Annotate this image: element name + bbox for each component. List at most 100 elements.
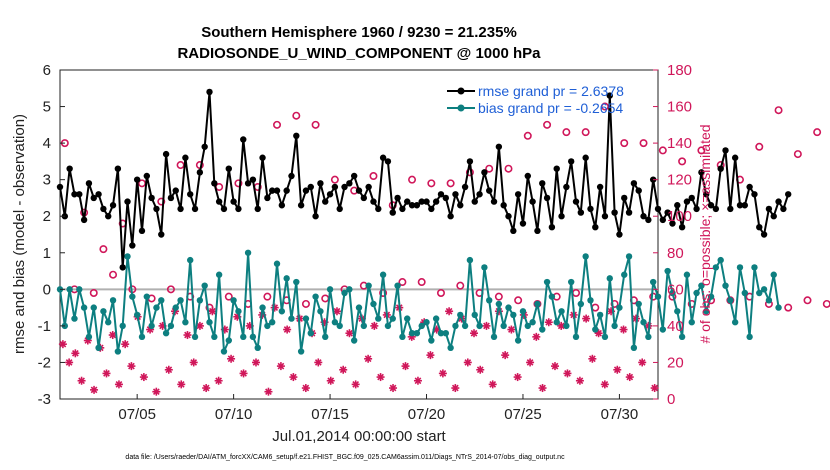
- rmse-point: [558, 213, 565, 220]
- possible-obs-point: [157, 197, 166, 206]
- rmse-point: [293, 132, 300, 139]
- bias-point: [408, 330, 416, 337]
- possible-obs-point: [205, 303, 214, 312]
- bias-point: [341, 289, 348, 297]
- rmse-point: [717, 165, 724, 172]
- rmse-point: [640, 213, 647, 220]
- rmse-point: [543, 194, 551, 202]
- possible-obs-point: [822, 299, 830, 308]
- possible-obs-point: [446, 179, 455, 188]
- rmse-point: [187, 191, 194, 198]
- bias-point: [249, 333, 257, 341]
- rmse-point: [785, 191, 792, 198]
- bias-point: [153, 304, 160, 311]
- bias-point: [707, 293, 715, 300]
- bias-point: [259, 304, 266, 311]
- rmse-point: [278, 202, 286, 209]
- x-axis-label: Jul.01,2014 00:00:00 start: [272, 428, 446, 445]
- assimilated-obs-point: [638, 358, 647, 367]
- bias-point: [326, 286, 334, 293]
- possible-obs-point: [436, 288, 445, 297]
- possible-obs-point: [408, 175, 417, 184]
- assimilated-obs-point: [451, 384, 460, 393]
- bias-point: [379, 271, 387, 278]
- assimilated-obs-point: [71, 349, 80, 358]
- bias-point: [389, 315, 396, 322]
- rmse-point: [447, 213, 454, 220]
- rmse-point: [461, 183, 469, 191]
- rmse-point: [105, 213, 112, 220]
- y-right-tick-label: 80: [667, 245, 684, 262]
- rmse-point: [765, 205, 773, 213]
- assimilated-obs-point: [488, 380, 497, 389]
- bias-point: [447, 344, 454, 352]
- rmse-point: [148, 194, 155, 202]
- assimilated-obs-point: [202, 384, 211, 393]
- bias-point: [346, 286, 353, 293]
- bias-point: [100, 308, 107, 315]
- assimilated-obs-point: [588, 354, 597, 363]
- bias-point: [466, 256, 474, 264]
- rmse-point: [770, 213, 777, 220]
- rmse-point: [486, 187, 493, 194]
- assimilated-obs-point: [345, 329, 354, 338]
- possible-obs-point: [793, 150, 802, 159]
- bias-point: [138, 333, 146, 341]
- y-axis-right-label: # of obs: o=possible; ×=assimilated: [697, 124, 713, 343]
- bias-point: [461, 322, 469, 330]
- rmse-point: [428, 205, 435, 213]
- assimilated-obs-point: [264, 387, 273, 396]
- rmse-point: [678, 223, 686, 231]
- bias-point: [85, 333, 93, 341]
- bias-point: [317, 308, 324, 315]
- rmse-point: [322, 198, 329, 205]
- possible-obs-point: [166, 285, 175, 294]
- y-axis-left-label: rmse and bias (model - observation): [11, 114, 28, 354]
- rmse-point: [206, 88, 213, 96]
- bias-point: [119, 322, 126, 330]
- rmse-point: [355, 187, 363, 194]
- bias-point: [481, 264, 488, 271]
- bias-point: [399, 333, 406, 341]
- rmse-point: [645, 216, 652, 224]
- y-left-tick-label: 1: [43, 245, 51, 262]
- rmse-point: [177, 205, 184, 213]
- possible-obs-point: [600, 102, 609, 111]
- bias-point: [519, 308, 527, 315]
- y-left-tick-label: 0: [43, 281, 51, 298]
- rmse-point: [529, 198, 536, 205]
- bias-point: [293, 278, 300, 286]
- bias-point: [288, 315, 295, 322]
- assimilated-obs-point: [289, 373, 298, 382]
- rmse-point: [616, 231, 623, 238]
- bias-point: [423, 319, 430, 326]
- assimilated-obs-point: [139, 373, 148, 382]
- y-right-tick-label: 100: [667, 208, 692, 225]
- y-right-tick-label: 0: [667, 391, 675, 408]
- assimilated-obs-point: [177, 380, 186, 389]
- rmse-point: [100, 205, 107, 213]
- assimilated-obs-point: [613, 365, 622, 374]
- bias-point: [129, 293, 136, 300]
- assimilated-obs-point: [276, 362, 285, 371]
- y-left-tick-label: 4: [43, 135, 51, 152]
- rmse-point: [712, 205, 720, 213]
- y-axis-left: -3 -2 -1 0 1 2 3 4 5 6: [38, 62, 65, 408]
- bias-point: [760, 286, 768, 293]
- assimilated-obs-point: [189, 358, 198, 367]
- plot-area: [59, 69, 659, 400]
- bias-point: [182, 319, 189, 326]
- bias-point: [307, 330, 314, 337]
- possible-obs-point: [697, 146, 706, 155]
- rmse-point: [133, 176, 141, 183]
- rmse-point: [539, 180, 546, 187]
- rmse-point: [80, 216, 88, 224]
- rmse-point: [85, 180, 93, 187]
- rmse-point: [413, 202, 421, 209]
- rmse-point: [635, 187, 642, 194]
- rmse-point: [630, 180, 638, 187]
- bias-point: [187, 256, 194, 264]
- y-right-tick-label: 120: [667, 172, 692, 189]
- bias-point: [211, 333, 218, 341]
- x-tick-label: 07/05: [118, 406, 156, 423]
